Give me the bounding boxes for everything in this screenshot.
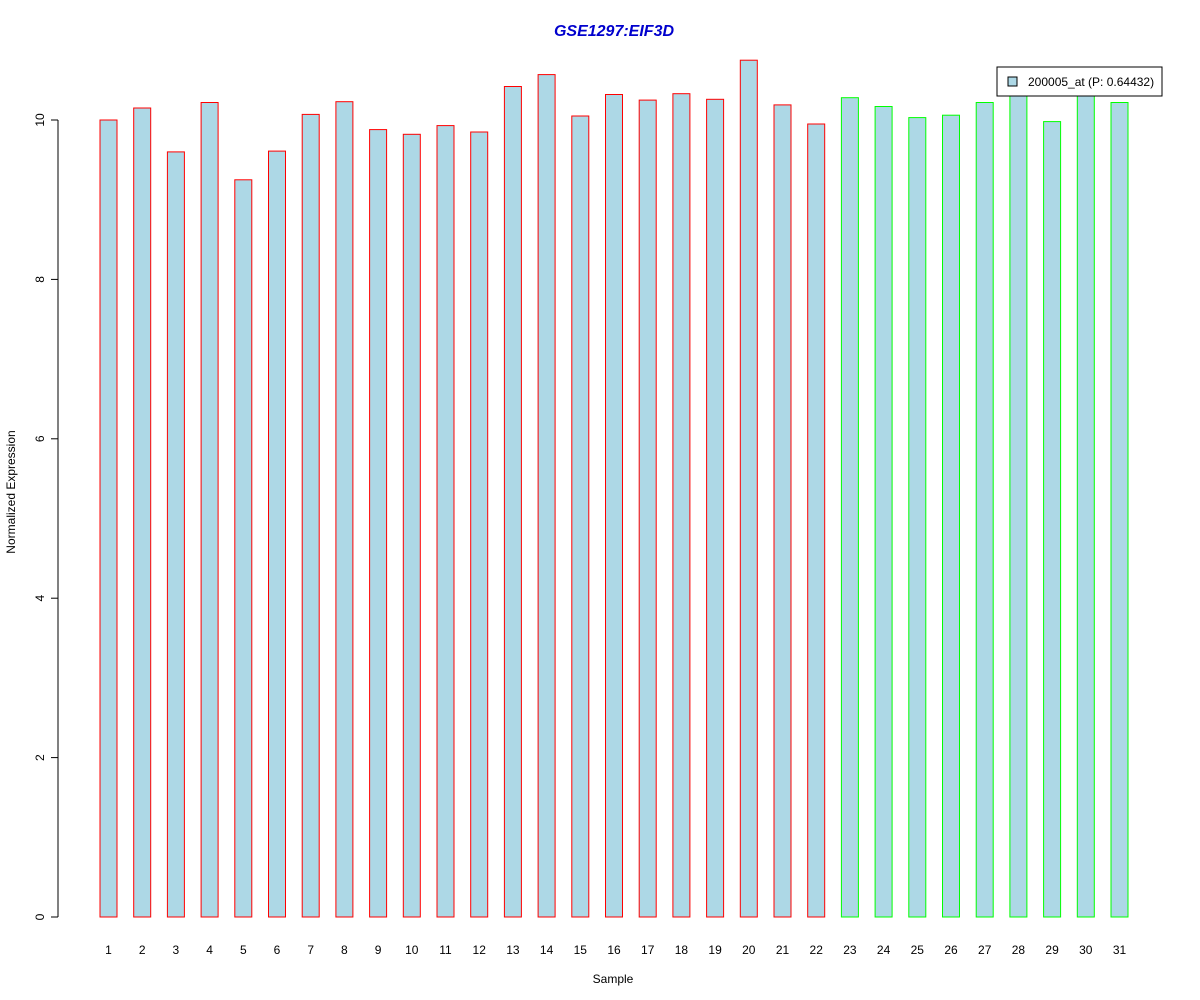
bar-sample-17 <box>638 99 657 918</box>
x-tick-label: 8 <box>341 943 348 957</box>
x-tick-label: 23 <box>843 943 857 957</box>
x-tick-label: 31 <box>1113 943 1127 957</box>
x-tick-label: 5 <box>240 943 247 957</box>
x-tick-label: 22 <box>810 943 824 957</box>
x-tick-label: 12 <box>473 943 487 957</box>
x-tick-label: 10 <box>405 943 419 957</box>
bar-sample-24 <box>874 106 893 918</box>
bar-sample-6 <box>268 150 286 918</box>
y-tick-label: 2 <box>33 754 47 761</box>
x-tick-label: 14 <box>540 943 554 957</box>
x-tick-label: 17 <box>641 943 655 957</box>
x-tick-label: 15 <box>574 943 588 957</box>
x-tick-label: 4 <box>206 943 213 957</box>
bar-sample-11 <box>436 125 455 918</box>
bar-sample-10 <box>402 133 421 918</box>
y-axis-label: Normalized Expression <box>4 430 18 553</box>
bar-sample-28 <box>1009 92 1028 918</box>
legend-swatch <box>1007 76 1018 87</box>
x-tick-label: 26 <box>944 943 958 957</box>
legend-label: 200005_at (P: 0.64432) <box>1028 75 1154 89</box>
x-tick-labels: 1 2 3 4 5 6 7 8 9 10 11 12 13 14 15 16 17 18 19 20 21 22 23 24 2… <box>105 943 1126 957</box>
y-tick-label: 10 <box>33 113 47 127</box>
bar-sample-13 <box>503 86 522 918</box>
bar-sample-20 <box>739 59 758 918</box>
y-axis: 0 2 4 6 8 10 <box>33 113 59 920</box>
bar-series <box>99 59 1129 918</box>
x-tick-label: 16 <box>607 943 621 957</box>
y-tick-label: 8 <box>33 276 47 283</box>
bar-sample-23 <box>840 97 859 918</box>
legend-box <box>996 66 1163 97</box>
y-tick-label: 4 <box>33 595 47 602</box>
x-tick-label: 19 <box>708 943 722 957</box>
x-tick-label: 11 <box>439 943 452 957</box>
bar-sample-7 <box>301 113 320 918</box>
x-tick-label: 28 <box>1012 943 1026 957</box>
y-tick-label: 0 <box>33 913 47 920</box>
bar-sample-18 <box>672 93 691 918</box>
bar-sample-1 <box>99 119 118 918</box>
bar-sample-14 <box>537 74 556 918</box>
y-tick-label: 6 <box>33 435 47 442</box>
x-axis-label: Sample <box>593 972 634 986</box>
bar-sample-9 <box>369 129 388 918</box>
x-tick-label: 29 <box>1045 943 1059 957</box>
bar-sample-30 <box>1076 92 1095 918</box>
bar-sample-25 <box>908 117 927 918</box>
bar-sample-8 <box>335 101 354 918</box>
x-tick-label: 6 <box>274 943 281 957</box>
bar-sample-29 <box>1043 121 1062 918</box>
bar-sample-2 <box>133 107 152 918</box>
x-tick-label: 20 <box>742 943 756 957</box>
bar-sample-12 <box>470 131 489 918</box>
bar-sample-5 <box>234 179 253 918</box>
x-tick-label: 7 <box>307 943 314 957</box>
x-tick-label: 13 <box>506 943 520 957</box>
x-tick-label: 25 <box>911 943 925 957</box>
bar-sample-19 <box>706 98 725 918</box>
x-tick-label: 1 <box>105 943 112 957</box>
bar-sample-4 <box>200 102 219 918</box>
x-tick-label: 21 <box>776 943 790 957</box>
chart-title: GSE1297:EIF3D <box>554 23 675 40</box>
bar-sample-22 <box>807 123 826 918</box>
legend: 200005_at (P: 0.64432) <box>996 66 1163 97</box>
bar-sample-26 <box>942 114 960 918</box>
x-tick-label: 24 <box>877 943 891 957</box>
x-tick-label: 3 <box>173 943 180 957</box>
bar-sample-15 <box>571 115 590 918</box>
x-tick-label: 18 <box>675 943 689 957</box>
x-tick-label: 27 <box>978 943 992 957</box>
x-tick-label: 9 <box>375 943 382 957</box>
bar-sample-27 <box>975 102 994 918</box>
bar-sample-21 <box>773 104 792 918</box>
x-tick-label: 2 <box>139 943 146 957</box>
bar-sample-16 <box>605 94 623 918</box>
x-tick-label: 30 <box>1079 943 1093 957</box>
bar-sample-3 <box>166 151 185 918</box>
bar-sample-31 <box>1110 102 1129 918</box>
